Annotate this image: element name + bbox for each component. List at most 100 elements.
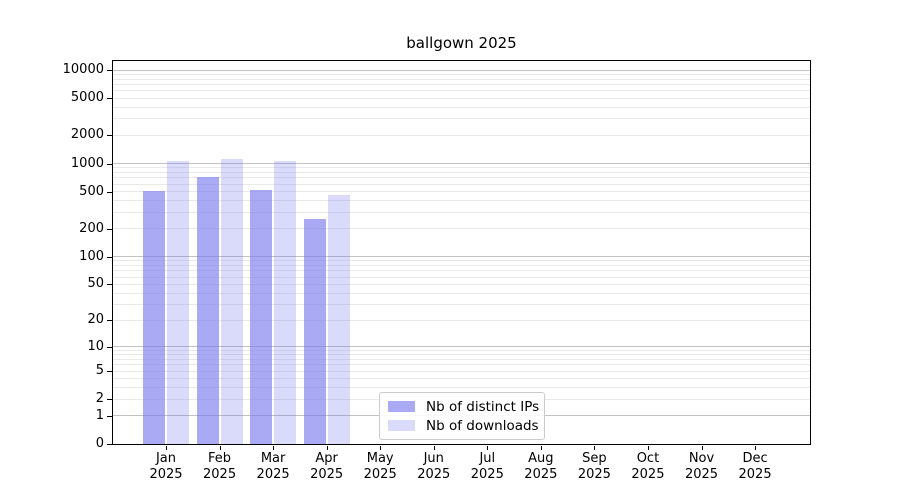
gridline-minor: [113, 73, 810, 75]
gridline-minor: [113, 84, 810, 86]
x-tick-mark: [433, 446, 435, 450]
x-tick-label-mar: Mar 2025: [257, 451, 290, 483]
gridline-minor: [113, 97, 810, 99]
y-tick-label: 1000: [70, 155, 104, 171]
x-tick-year: 2025: [363, 467, 397, 482]
gridline-minor: [113, 172, 810, 174]
bar-downloads-mar: [274, 161, 297, 444]
legend-item-downloads: Nb of downloads: [380, 416, 544, 435]
x-tick-month: Oct: [636, 451, 660, 466]
x-tick-month: Jan: [155, 451, 177, 466]
y-tick-mark: [107, 191, 112, 193]
x-tick-label-dec: Dec 2025: [739, 451, 772, 483]
legend-item-distinct-ips: Nb of distinct IPs: [380, 397, 544, 416]
gridline-minor: [113, 260, 810, 262]
legend-swatch-distinct-ips: [388, 401, 415, 412]
x-tick-mark: [166, 446, 167, 450]
x-tick-label-jun: Jun 2025: [417, 451, 450, 483]
x-tick-year: 2025: [203, 467, 237, 482]
x-tick-label-sep: Sep 2025: [578, 451, 611, 483]
y-tick-label: 1: [95, 407, 104, 423]
x-tick-month: Dec: [742, 451, 768, 466]
x-tick-month: Nov: [688, 451, 715, 466]
x-tick-month: Aug: [528, 451, 554, 466]
legend-label-distinct-ips: Nb of distinct IPs: [426, 398, 540, 415]
x-tick-label-may: May 2025: [364, 451, 397, 483]
x-tick-month: May: [366, 451, 394, 466]
x-tick-label-jul: Jul 2025: [471, 451, 504, 483]
y-tick-mark: [107, 163, 112, 165]
gridline-minor: [113, 183, 810, 185]
gridline-minor: [113, 270, 810, 272]
y-tick-label: 20: [87, 312, 104, 328]
x-tick-year: 2025: [524, 467, 558, 482]
gridline-minor: [113, 177, 810, 179]
y-tick-label: 10: [87, 338, 104, 354]
y-tick-mark: [107, 346, 112, 348]
x-tick-mark: [647, 446, 649, 450]
gridline-minor: [113, 276, 810, 278]
x-tick-mark: [540, 446, 542, 450]
x-tick-label-jan: Jan 2025: [149, 451, 182, 483]
y-tick-label: 200: [79, 220, 104, 236]
gridline-minor: [113, 167, 810, 169]
gridline-minor: [113, 265, 810, 267]
y-tick-mark: [107, 320, 112, 322]
bar-distinct-ips-apr: [303, 218, 326, 444]
gridline-minor: [113, 364, 810, 366]
gridline-minor: [113, 211, 810, 213]
x-tick-year: 2025: [470, 467, 504, 482]
y-tick-label: 50: [87, 276, 104, 292]
x-tick-mark: [701, 446, 703, 450]
y-tick-mark: [107, 415, 112, 417]
x-tick-month: Jul: [479, 451, 496, 466]
chart-title: ballgown 2025: [406, 34, 517, 52]
y-tick-mark: [107, 135, 112, 137]
x-tick-mark: [273, 446, 275, 450]
y-tick-mark: [107, 256, 112, 258]
legend-label-downloads: Nb of downloads: [426, 417, 539, 434]
y-tick-label: 500: [79, 183, 104, 199]
x-tick-label-aug: Aug 2025: [524, 451, 557, 483]
bar-distinct-ips-mar: [250, 189, 273, 444]
legend-swatch-downloads: [388, 420, 415, 431]
gridline-minor: [113, 200, 810, 202]
gridline-major: [113, 69, 810, 71]
gridline-major: [113, 346, 810, 348]
x-tick-year: 2025: [256, 467, 290, 482]
x-tick-year: 2025: [149, 467, 183, 482]
y-tick-mark: [107, 284, 112, 286]
bar-distinct-ips-jan: [143, 191, 165, 444]
gridline-minor: [113, 118, 810, 120]
y-tick-mark: [107, 371, 112, 373]
x-tick-label-oct: Oct 2025: [631, 451, 664, 483]
gridline-minor: [113, 228, 810, 230]
x-tick-mark: [219, 446, 221, 450]
x-tick-month: Sep: [582, 451, 607, 466]
gridline-minor: [113, 134, 810, 136]
x-tick-mark: [380, 446, 382, 450]
gridline-minor: [113, 106, 810, 108]
gridline-minor: [113, 78, 810, 80]
x-tick-year: 2025: [310, 467, 344, 482]
gridline-major: [113, 256, 810, 258]
y-tick-label: 2000: [70, 127, 104, 143]
y-tick-label: 5000: [70, 90, 104, 106]
x-tick-year: 2025: [684, 467, 719, 482]
gridline-minor: [113, 378, 810, 380]
y-tick-mark: [107, 98, 112, 100]
x-tick-year: 2025: [417, 467, 451, 482]
bar-downloads-apr: [327, 194, 350, 444]
x-tick-year: 2025: [738, 467, 772, 482]
y-tick-label: 10000: [62, 62, 104, 78]
x-tick-month: Apr: [315, 451, 338, 466]
bar-downloads-jan: [167, 160, 189, 444]
y-tick-label: 5: [95, 363, 104, 379]
y-tick-mark: [107, 228, 112, 230]
x-tick-month: Mar: [260, 451, 286, 466]
x-tick-mark: [594, 446, 596, 450]
y-tick-mark: [107, 70, 112, 72]
x-tick-mark: [755, 446, 757, 450]
y-tick-mark: [107, 399, 112, 401]
